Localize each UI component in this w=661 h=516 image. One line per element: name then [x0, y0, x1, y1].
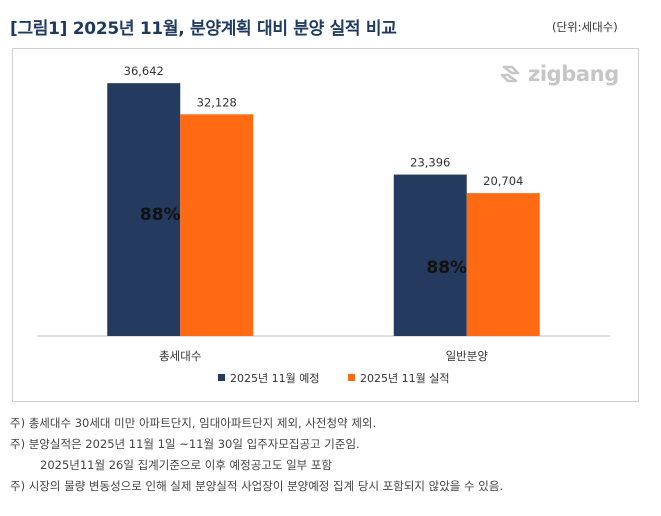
legend-swatch-0 — [218, 374, 225, 381]
ratio-annotation-1: 88% — [426, 258, 467, 278]
unit-label: (단위:세대수) — [552, 20, 618, 34]
zigbang-logo: zigbang — [498, 62, 619, 86]
data-label-plan-1: 23,396 — [410, 156, 450, 170]
legend-label-1: 2025년 11월 실적 — [360, 372, 449, 385]
category-label-1: 일반분양 — [446, 349, 489, 363]
ratio-annotation-0: 88% — [140, 205, 181, 225]
bar-plan-1 — [393, 174, 467, 336]
bar-plan-0 — [107, 83, 181, 336]
chart-frame — [12, 48, 639, 402]
legend-swatch-1 — [348, 374, 355, 381]
footnotes: 주) 총세대수 30세대 미만 아파트단지, 임대아파트단지 제외, 사전청약 … — [10, 413, 503, 497]
chart-title: [그림1] 2025년 11월, 분양계획 대비 분양 실적 비교 — [10, 19, 397, 39]
footnote-2-continued: 2025년11월 26일 집계기준으로 이후 예정공고도 일부 포함 — [40, 458, 333, 472]
bar-actual-0 — [180, 114, 254, 336]
footnote-1: 주) 총세대수 30세대 미만 아파트단지, 임대아파트단지 제외, 사전청약 … — [10, 416, 377, 430]
category-label-0: 총세대수 — [159, 349, 201, 363]
data-label-actual-0: 32,128 — [197, 95, 237, 109]
data-label-plan-0: 36,642 — [124, 64, 164, 78]
footnote-3: 주) 시장의 물량 변동성으로 인해 실제 분양실적 사업장이 분양예정 집계 … — [10, 479, 504, 493]
footnote-2: 주) 분양실적은 2025년 11월 1일 ~11월 30일 입주자모집공고 기… — [10, 437, 360, 451]
legend-label-0: 2025년 11월 예정 — [230, 372, 319, 385]
bar-actual-1 — [466, 193, 540, 336]
logo-text: zigbang — [528, 62, 619, 86]
zigbang-logo-icon — [500, 65, 520, 83]
data-label-actual-1: 20,704 — [483, 174, 523, 188]
